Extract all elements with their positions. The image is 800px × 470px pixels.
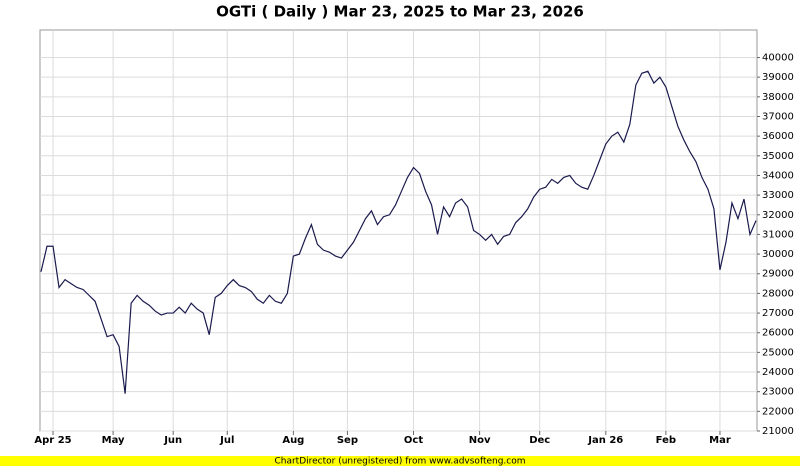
y-tick-label: 29000	[762, 269, 794, 280]
x-tick-label: Jul	[219, 435, 234, 446]
y-tick-label: 40000	[762, 53, 794, 64]
y-tick-label: 21000	[762, 426, 794, 437]
y-tick-label: 39000	[762, 72, 794, 83]
footer-bar	[0, 456, 800, 466]
y-tick-label: 25000	[762, 347, 794, 358]
x-tick-label: Sep	[337, 435, 358, 446]
x-tick-label: Oct	[404, 435, 423, 446]
y-tick-label: 22000	[762, 406, 794, 417]
y-tick-label: 33000	[762, 190, 794, 201]
y-tick-label: 24000	[762, 367, 794, 378]
y-tick-label: 38000	[762, 92, 794, 103]
y-tick-label: 36000	[762, 131, 794, 142]
x-tick-label: Aug	[282, 435, 304, 446]
x-tick-label: Dec	[529, 435, 550, 446]
x-tick-label: Jan 26	[587, 435, 623, 446]
x-tick-label: Nov	[469, 435, 491, 446]
chart-title: OGTi ( Daily ) Mar 23, 2025 to Mar 23, 2…	[216, 3, 584, 21]
y-tick-label: 23000	[762, 387, 794, 398]
x-tick-label: May	[102, 435, 125, 446]
plot-area	[39, 29, 758, 432]
y-tick-label: 34000	[762, 170, 794, 181]
x-tick-label: Feb	[656, 435, 676, 446]
y-tick-label: 31000	[762, 229, 794, 240]
y-tick-label: 35000	[762, 151, 794, 162]
y-tick-label: 32000	[762, 210, 794, 221]
x-tick-label: Jun	[163, 435, 182, 446]
price-line	[40, 70, 757, 394]
x-tick-label: Mar	[709, 435, 731, 446]
y-tick-label: 26000	[762, 328, 794, 339]
y-tick-label: 28000	[762, 288, 794, 299]
x-tick-label: Apr 25	[34, 435, 71, 446]
y-tick-label: 37000	[762, 111, 794, 122]
footer: ChartDirector (unregistered) from www.ad…	[274, 457, 525, 467]
y-tick-label: 30000	[762, 249, 794, 260]
y-tick-label: 27000	[762, 308, 794, 319]
